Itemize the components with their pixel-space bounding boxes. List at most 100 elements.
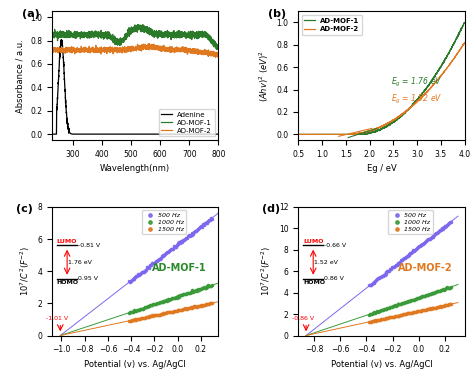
1500 Hz bbox=[178, 307, 186, 313]
1500 Hz bbox=[139, 315, 147, 321]
1500 Hz bbox=[424, 306, 432, 312]
AD-MOF-1 bbox=[214, 47, 220, 52]
500 Hz bbox=[444, 222, 451, 228]
1500 Hz bbox=[146, 313, 154, 319]
1500 Hz bbox=[172, 308, 180, 314]
1500 Hz bbox=[406, 310, 413, 316]
1500 Hz bbox=[126, 318, 134, 324]
1000 Hz bbox=[438, 287, 446, 293]
1000 Hz bbox=[421, 293, 429, 299]
AD-MOF-1 bbox=[135, 22, 141, 27]
500 Hz bbox=[162, 251, 169, 257]
Text: HOMO: HOMO bbox=[57, 280, 79, 285]
AD-MOF-2 bbox=[146, 41, 152, 46]
500 Hz bbox=[435, 228, 443, 234]
1500 Hz bbox=[135, 316, 142, 322]
1000 Hz bbox=[444, 284, 451, 290]
500 Hz bbox=[142, 267, 149, 273]
1500 Hz bbox=[384, 315, 392, 321]
1500 Hz bbox=[168, 309, 176, 315]
1500 Hz bbox=[133, 317, 140, 323]
500 Hz bbox=[172, 244, 180, 250]
1000 Hz bbox=[156, 299, 164, 305]
1500 Hz bbox=[128, 317, 136, 323]
500 Hz bbox=[178, 239, 186, 245]
500 Hz bbox=[385, 268, 393, 274]
1000 Hz bbox=[176, 293, 184, 299]
1000 Hz bbox=[368, 311, 375, 317]
1000 Hz bbox=[186, 290, 193, 296]
Line: AD-MOF-1: AD-MOF-1 bbox=[298, 23, 465, 134]
1000 Hz bbox=[208, 284, 215, 290]
500 Hz bbox=[193, 227, 201, 233]
1500 Hz bbox=[127, 317, 135, 323]
500 Hz bbox=[383, 268, 390, 274]
500 Hz bbox=[429, 233, 437, 239]
500 Hz bbox=[130, 276, 137, 282]
1500 Hz bbox=[165, 309, 173, 315]
1000 Hz bbox=[413, 295, 420, 301]
1500 Hz bbox=[425, 306, 433, 312]
1500 Hz bbox=[422, 307, 430, 313]
500 Hz bbox=[189, 230, 196, 236]
AD-MOF-1 bbox=[194, 33, 200, 38]
1000 Hz bbox=[381, 306, 388, 312]
1000 Hz bbox=[417, 294, 424, 300]
500 Hz bbox=[160, 251, 167, 257]
1500 Hz bbox=[390, 314, 398, 320]
500 Hz bbox=[135, 271, 142, 277]
Text: LUMO: LUMO bbox=[303, 239, 323, 244]
1000 Hz bbox=[136, 307, 143, 313]
1500 Hz bbox=[137, 316, 144, 322]
500 Hz bbox=[196, 224, 204, 230]
1500 Hz bbox=[185, 305, 192, 311]
500 Hz bbox=[414, 244, 421, 250]
1500 Hz bbox=[379, 316, 387, 322]
AD-MOF-2 bbox=[457, 48, 463, 52]
1500 Hz bbox=[190, 304, 197, 310]
1500 Hz bbox=[365, 319, 373, 325]
500 Hz bbox=[388, 264, 396, 270]
1000 Hz bbox=[395, 301, 402, 307]
500 Hz bbox=[392, 262, 400, 268]
1500 Hz bbox=[130, 317, 137, 323]
500 Hz bbox=[424, 236, 432, 242]
1000 Hz bbox=[153, 300, 161, 307]
500 Hz bbox=[152, 258, 160, 264]
500 Hz bbox=[146, 262, 154, 268]
1000 Hz bbox=[167, 296, 175, 302]
500 Hz bbox=[408, 250, 415, 256]
500 Hz bbox=[411, 247, 419, 253]
500 Hz bbox=[168, 246, 176, 252]
500 Hz bbox=[401, 255, 409, 261]
1500 Hz bbox=[170, 308, 178, 314]
1500 Hz bbox=[171, 308, 179, 314]
500 Hz bbox=[182, 235, 190, 241]
1000 Hz bbox=[439, 286, 447, 292]
1000 Hz bbox=[137, 306, 145, 312]
1000 Hz bbox=[431, 289, 439, 295]
1000 Hz bbox=[187, 289, 194, 295]
1000 Hz bbox=[158, 299, 165, 305]
1500 Hz bbox=[132, 316, 139, 322]
1500 Hz bbox=[442, 302, 449, 308]
1500 Hz bbox=[381, 316, 388, 322]
500 Hz bbox=[153, 258, 161, 264]
1000 Hz bbox=[169, 295, 177, 301]
1500 Hz bbox=[164, 309, 171, 315]
1000 Hz bbox=[437, 287, 445, 293]
AD-MOF-1 bbox=[295, 132, 301, 136]
500 Hz bbox=[165, 248, 173, 254]
1500 Hz bbox=[131, 317, 138, 323]
1500 Hz bbox=[164, 309, 172, 315]
AD-MOF-2 bbox=[113, 49, 119, 54]
AD-MOF-2 bbox=[213, 55, 219, 60]
1500 Hz bbox=[447, 301, 455, 307]
1000 Hz bbox=[436, 288, 444, 294]
1000 Hz bbox=[130, 308, 137, 314]
1000 Hz bbox=[162, 297, 169, 303]
500 Hz bbox=[428, 234, 436, 240]
1000 Hz bbox=[204, 283, 211, 289]
500 Hz bbox=[383, 268, 391, 274]
500 Hz bbox=[133, 273, 140, 279]
